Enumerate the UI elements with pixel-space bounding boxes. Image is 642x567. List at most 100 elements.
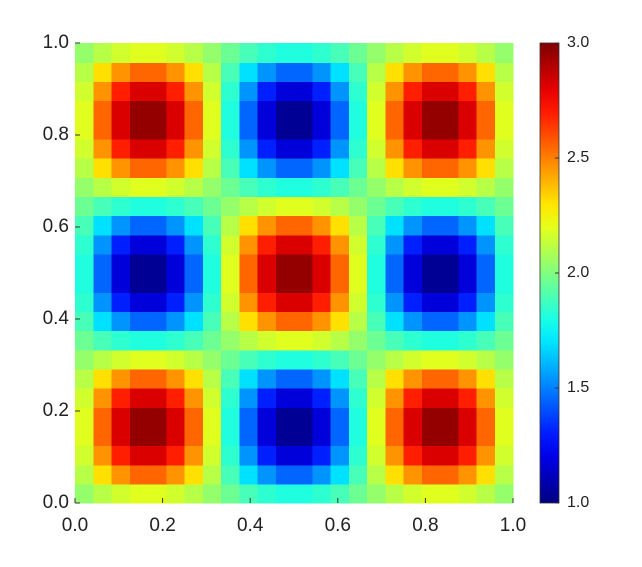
cell <box>385 43 405 63</box>
cell <box>403 138 423 159</box>
cell <box>385 196 405 217</box>
cell <box>93 43 113 63</box>
cell <box>348 368 368 389</box>
cell <box>403 119 423 140</box>
cell <box>312 464 332 485</box>
cell <box>75 253 94 274</box>
cell <box>202 311 222 332</box>
cell <box>312 119 332 140</box>
cell <box>93 426 113 447</box>
cell <box>348 292 368 312</box>
cell <box>312 292 332 312</box>
cell <box>93 234 113 255</box>
cell <box>312 234 332 255</box>
cell <box>330 253 350 274</box>
cell <box>202 483 222 504</box>
cell <box>239 177 259 197</box>
cell <box>385 177 405 197</box>
x-tick-label: 1.0 <box>500 515 526 536</box>
cell <box>403 292 423 312</box>
cell <box>111 215 131 236</box>
cell <box>221 253 240 274</box>
cell <box>421 196 441 217</box>
cell <box>403 407 423 427</box>
cell <box>367 81 386 102</box>
cell <box>129 445 149 466</box>
cell <box>239 330 259 351</box>
cell <box>257 196 277 217</box>
cell <box>367 483 386 504</box>
cell <box>476 445 496 466</box>
cell <box>148 234 167 255</box>
cell <box>294 81 313 102</box>
cell <box>348 81 368 102</box>
cell <box>385 62 405 82</box>
cell <box>312 43 332 63</box>
cell <box>312 81 332 102</box>
cell <box>494 158 514 178</box>
cell <box>148 388 167 408</box>
cell <box>111 81 131 102</box>
cell <box>385 407 405 427</box>
cell <box>129 349 149 370</box>
cell <box>440 253 459 274</box>
cell <box>275 234 295 255</box>
cell <box>93 407 113 427</box>
cell <box>148 464 167 485</box>
cell <box>348 196 368 217</box>
cell <box>476 273 496 293</box>
cell <box>476 349 496 370</box>
cell <box>403 62 423 82</box>
cell <box>275 388 295 408</box>
cell <box>129 311 149 332</box>
cell <box>275 349 295 370</box>
cell <box>221 158 240 178</box>
cell <box>403 311 423 332</box>
cell <box>348 234 368 255</box>
cell <box>476 196 496 217</box>
cell <box>75 215 94 236</box>
cell <box>111 388 131 408</box>
cell <box>294 100 313 121</box>
cell <box>294 426 313 447</box>
cell <box>166 388 186 408</box>
cell <box>239 158 259 178</box>
cell <box>294 273 313 293</box>
cell <box>348 62 368 82</box>
x-tick-label: 0.0 <box>62 515 88 536</box>
cell <box>330 43 350 63</box>
cell <box>440 426 459 447</box>
y-tick-label: 0.0 <box>43 492 69 513</box>
cell <box>129 43 149 63</box>
cell <box>148 426 167 447</box>
cell <box>129 215 149 236</box>
cell <box>257 138 277 159</box>
cell <box>348 273 368 293</box>
cell <box>494 273 514 293</box>
cell <box>202 215 222 236</box>
cell <box>458 330 478 351</box>
cell <box>403 196 423 217</box>
cell <box>184 43 204 63</box>
cell <box>148 368 167 389</box>
cell <box>166 330 186 351</box>
cell <box>75 177 94 197</box>
heatmap <box>75 43 514 504</box>
cell <box>75 445 94 466</box>
cell <box>458 138 478 159</box>
colorbar-tick-label: 2.5 <box>567 149 589 166</box>
y-tick-label: 0.4 <box>43 308 70 329</box>
cell <box>257 292 277 312</box>
cell <box>312 349 332 370</box>
cell <box>75 119 94 140</box>
cell <box>257 273 277 293</box>
cell <box>403 253 423 274</box>
cell <box>129 407 149 427</box>
cell <box>129 292 149 312</box>
cell <box>93 388 113 408</box>
cell <box>275 445 295 466</box>
cell <box>75 43 94 63</box>
cell <box>367 196 386 217</box>
cell <box>458 388 478 408</box>
cell <box>184 253 204 274</box>
